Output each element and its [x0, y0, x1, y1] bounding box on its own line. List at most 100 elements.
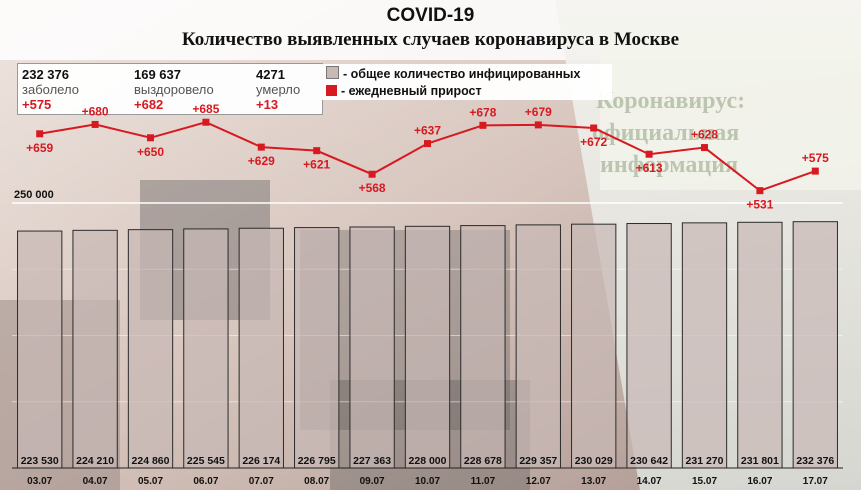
stat-deaths: 4271 умерло +13: [256, 67, 300, 112]
y-tick-label: 250 000: [14, 189, 54, 201]
bar: [515, 224, 561, 469]
bar-value-label: 226 174: [242, 455, 280, 467]
x-tick-label: 14.07: [637, 476, 662, 487]
stat-infected: 232 376 заболело +575: [22, 67, 79, 112]
bar: [404, 225, 451, 469]
line-point: [424, 140, 431, 148]
x-tick-label: 06.07: [193, 476, 218, 487]
bar-value-label: 230 029: [575, 455, 613, 467]
line-point: [91, 120, 99, 128]
bg-sign-line-1: Коронавирус:: [596, 88, 745, 114]
line-point-label: +659: [26, 141, 53, 155]
line-point-label: +531: [746, 198, 773, 212]
bar: [294, 227, 340, 469]
bar-value-label: 232 376: [796, 455, 834, 467]
line-point: [756, 187, 764, 195]
bar: [127, 229, 174, 469]
x-tick-label: 07.07: [249, 476, 274, 487]
line-point: [645, 150, 653, 158]
line-point-label: +679: [525, 105, 552, 119]
stat-recovered-value: 169 637: [134, 67, 181, 82]
line-point: [257, 143, 265, 151]
line-point: [147, 134, 154, 142]
x-tick-label: 11.07: [471, 476, 496, 487]
x-tick-label: 04.07: [83, 476, 108, 487]
stat-recovered: 169 637 выздоровело +682: [134, 67, 214, 112]
x-tick-label: 16.07: [747, 476, 772, 487]
bar-value-label: 223 530: [21, 455, 59, 467]
bar: [72, 229, 118, 469]
bar: [571, 223, 617, 469]
bar: [792, 221, 838, 469]
x-tick-label: 09.07: [360, 476, 385, 487]
bar-value-label: 224 210: [76, 455, 114, 467]
line-point-label: +628: [691, 128, 718, 142]
legend: - общее количество инфицированных - ежед…: [322, 64, 612, 100]
line-point: [36, 130, 44, 138]
stat-recovered-label: выздоровело: [134, 82, 214, 97]
line-point: [811, 167, 819, 175]
legend-label-daily: - ежедневный прирост: [341, 84, 482, 98]
stat-infected-label: заболело: [22, 82, 79, 97]
line-point: [590, 124, 598, 132]
bar: [737, 221, 783, 469]
legend-item-daily: - ежедневный прирост: [326, 83, 482, 99]
legend-swatch-total: [326, 66, 339, 79]
bar-value-label: 227 363: [353, 455, 391, 467]
legend-swatch-daily: [326, 85, 337, 96]
line-point: [313, 147, 321, 155]
line-point-label: +613: [636, 161, 663, 175]
bar-value-label: 226 795: [298, 455, 336, 467]
line-point-label: +637: [414, 124, 441, 138]
line-point-label: +575: [802, 151, 829, 165]
line-point-label: +629: [248, 154, 275, 168]
line-point-label: +685: [192, 102, 219, 116]
stat-deaths-value: 4271: [256, 67, 285, 82]
bar: [681, 222, 728, 469]
legend-label-total: - общее количество инфицированных: [343, 67, 581, 81]
stats-panel: 232 376 заболело +575 169 637 выздоровел…: [17, 63, 323, 115]
line-point: [701, 144, 708, 152]
line-point-label: +678: [469, 105, 496, 119]
bar: [349, 226, 395, 469]
line-point-label: +680: [82, 104, 109, 118]
x-tick-label: 08.07: [304, 476, 329, 487]
x-tick-label: 10.07: [415, 476, 440, 487]
chart-subtitle: Количество выявленных случаев коронавиру…: [181, 29, 680, 50]
legend-item-total: - общее количество инфицированных: [326, 66, 580, 82]
bar: [238, 227, 284, 469]
x-tick-label: 12.07: [526, 476, 551, 487]
line-point: [534, 121, 542, 129]
line-point-label: +621: [303, 158, 330, 172]
bar-value-label: 231 801: [741, 455, 779, 467]
bar-value-label: 231 270: [686, 455, 724, 467]
x-tick-label: 13.07: [581, 476, 606, 487]
x-tick-label: 03.07: [27, 476, 52, 487]
bar: [460, 225, 506, 469]
line-point: [202, 118, 210, 126]
bar-value-label: 230 642: [630, 455, 668, 467]
bar-value-label: 228 000: [409, 455, 447, 467]
stat-deaths-delta: +13: [256, 97, 279, 112]
line-point-label: +568: [359, 181, 386, 195]
line-point: [479, 121, 487, 129]
line-point: [368, 170, 376, 178]
stat-infected-delta: +575: [22, 97, 52, 112]
x-tick-label: 05.07: [138, 476, 163, 487]
line-point-label: +650: [137, 145, 164, 159]
stat-deaths-label: умерло: [256, 82, 301, 97]
bar: [626, 223, 672, 469]
chart-title: COVID-19: [386, 5, 475, 26]
bar-value-label: 228 678: [464, 455, 502, 467]
stat-infected-value: 232 376: [22, 67, 69, 82]
bg-sign-line-2: официальная: [592, 120, 739, 146]
bar-value-label: 225 545: [187, 455, 225, 467]
stat-recovered-delta: +682: [134, 97, 164, 112]
bar: [183, 228, 229, 469]
line-point-label: +672: [580, 135, 607, 149]
bar-value-label: 224 860: [132, 455, 170, 467]
x-tick-label: 17.07: [803, 476, 828, 487]
bar: [17, 230, 63, 469]
x-tick-label: 15.07: [692, 476, 717, 487]
